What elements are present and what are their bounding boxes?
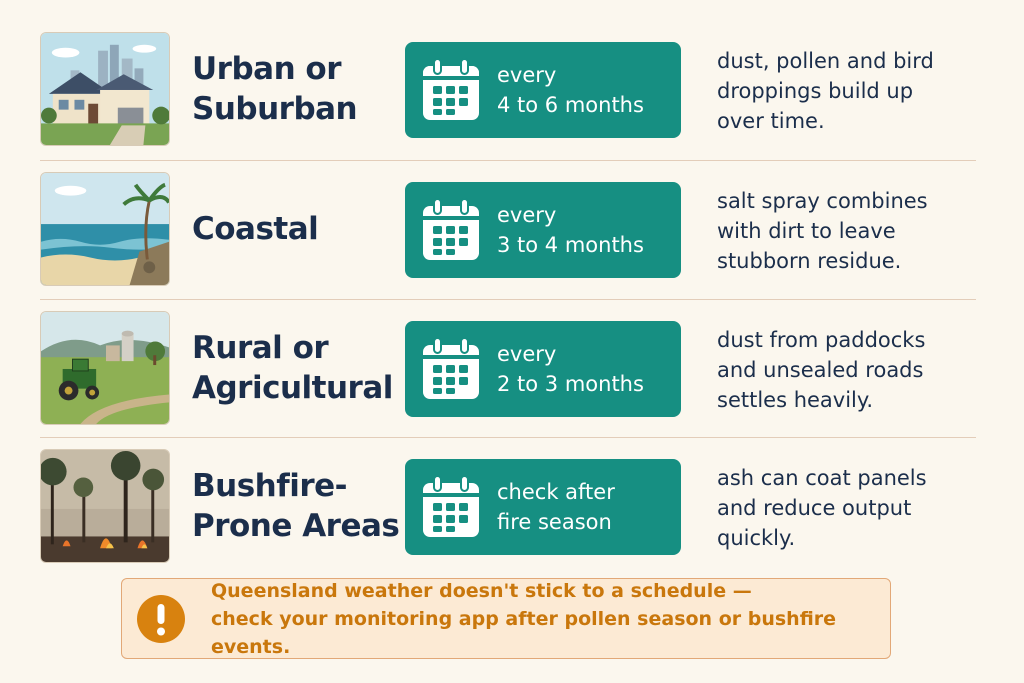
- note-line1: Queensland weather doesn't stick to a sc…: [211, 579, 752, 602]
- calendar-icon: [423, 58, 479, 120]
- description-line3: stubborn residue.: [717, 249, 902, 273]
- environment-description: dust, pollen and bird droppings build up…: [717, 46, 976, 136]
- description-line1: ash can coat panels: [717, 466, 927, 490]
- row-urban: Urban or Suburban every 4 to 6 months du…: [40, 32, 976, 146]
- environment-name: Coastal: [192, 172, 402, 286]
- urban-house-illustration: [40, 32, 170, 146]
- description-line2: with dirt to leave: [717, 219, 896, 243]
- frequency-badge: every 4 to 6 months: [405, 42, 681, 138]
- description-line2: and unsealed roads: [717, 358, 924, 382]
- description-line1: dust from paddocks: [717, 328, 926, 352]
- environment-name-line1: Urban or: [192, 51, 342, 87]
- frequency-text: every 3 to 4 months: [497, 200, 644, 260]
- weather-note-callout: Queensland weather doesn't stick to a sc…: [121, 578, 891, 659]
- description-line3: settles heavily.: [717, 388, 874, 412]
- environment-description: dust from paddocks and unsealed roads se…: [717, 325, 976, 415]
- environment-name-line2: Agricultural: [192, 370, 393, 406]
- frequency-text: every 2 to 3 months: [497, 339, 644, 399]
- environment-name-line1: Bushfire-: [192, 468, 348, 504]
- frequency-line2: 3 to 4 months: [497, 233, 644, 257]
- environment-description: ash can coat panels and reduce output qu…: [717, 463, 976, 553]
- exclamation-icon: [137, 594, 185, 643]
- row-divider: [40, 299, 976, 300]
- description-line1: dust, pollen and bird: [717, 49, 934, 73]
- calendar-icon: [423, 198, 479, 260]
- frequency-line1: check after: [497, 480, 615, 504]
- row-rural: Rural or Agricultural every 2 to 3 month…: [40, 311, 976, 425]
- description-line2: droppings build up: [717, 79, 914, 103]
- calendar-icon: [423, 337, 479, 399]
- frequency-badge: every 2 to 3 months: [405, 321, 681, 417]
- description-line1: salt spray combines: [717, 189, 928, 213]
- calendar-icon: [423, 475, 479, 537]
- frequency-line1: every: [497, 203, 557, 227]
- frequency-line1: every: [497, 63, 557, 87]
- frequency-line2: fire season: [497, 510, 612, 534]
- environment-name-line2: Prone Areas: [192, 508, 400, 544]
- row-coastal: Coastal every 3 to 4 months salt spray c…: [40, 172, 976, 286]
- frequency-text: check after fire season: [497, 477, 615, 537]
- row-bushfire: Bushfire- Prone Areas check after fire s…: [40, 449, 976, 563]
- frequency-text: every 4 to 6 months: [497, 60, 644, 120]
- description-line3: over time.: [717, 109, 825, 133]
- frequency-badge: check after fire season: [405, 459, 681, 555]
- environment-name: Bushfire- Prone Areas: [192, 449, 402, 563]
- description-line3: quickly.: [717, 526, 796, 550]
- row-divider: [40, 160, 976, 161]
- environment-name-line1: Rural or: [192, 330, 329, 366]
- frequency-line2: 4 to 6 months: [497, 93, 644, 117]
- environment-name: Urban or Suburban: [192, 32, 402, 146]
- environment-description: salt spray combines with dirt to leave s…: [717, 186, 976, 276]
- note-line2: check your monitoring app after pollen s…: [211, 607, 837, 658]
- environment-name: Rural or Agricultural: [192, 311, 402, 425]
- note-text: Queensland weather doesn't stick to a sc…: [211, 577, 890, 661]
- environment-name-line1: Coastal: [192, 211, 319, 247]
- rural-tractor-illustration: [40, 311, 170, 425]
- description-line2: and reduce output: [717, 496, 912, 520]
- row-divider: [40, 437, 976, 438]
- environment-name-line2: Suburban: [192, 91, 358, 127]
- frequency-badge: every 3 to 4 months: [405, 182, 681, 278]
- bushfire-forest-illustration: [40, 449, 170, 563]
- frequency-line2: 2 to 3 months: [497, 372, 644, 396]
- coastal-beach-illustration: [40, 172, 170, 286]
- frequency-line1: every: [497, 342, 557, 366]
